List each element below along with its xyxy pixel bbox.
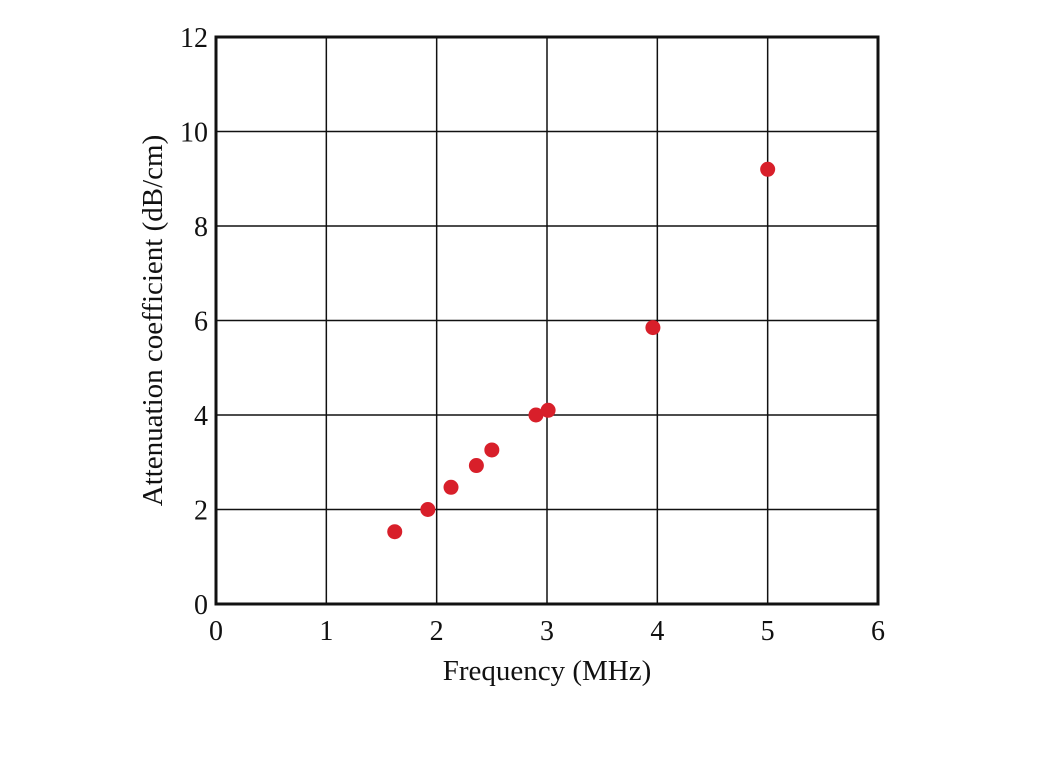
x-tick-label: 3 xyxy=(540,616,554,647)
grid-lines xyxy=(215,36,879,605)
data-point-7 xyxy=(645,320,661,336)
y-tick-labels: 0 2 4 6 8 10 12 xyxy=(180,23,208,621)
x-tick-label: 4 xyxy=(650,616,664,647)
y-tick-label: 10 xyxy=(180,118,208,149)
y-tick-label: 0 xyxy=(194,590,208,621)
y-tick-label: 12 xyxy=(180,23,208,54)
x-tick-label: 0 xyxy=(209,616,223,647)
data-point-0 xyxy=(387,524,403,540)
y-tick-label: 8 xyxy=(194,212,208,243)
x-tick-label: 6 xyxy=(871,616,885,647)
data-point-1 xyxy=(420,502,436,517)
data-point-8 xyxy=(760,161,776,177)
data-point-2 xyxy=(443,479,459,495)
x-axis-label: Frequency (MHz) xyxy=(443,655,652,687)
x-tick-labels: 0 1 2 3 4 5 6 xyxy=(209,616,885,647)
y-tick-label: 4 xyxy=(194,401,208,432)
x-tick-label: 2 xyxy=(430,616,444,647)
data-points xyxy=(387,161,776,540)
data-point-5 xyxy=(528,407,544,423)
data-point-4 xyxy=(484,442,500,458)
x-tick-label: 5 xyxy=(761,616,775,647)
y-tick-label: 6 xyxy=(194,307,208,338)
data-point-3 xyxy=(468,458,484,474)
x-tick-label: 1 xyxy=(319,616,333,647)
y-axis-label: Attenuation coefficient (dB/cm) xyxy=(137,135,169,507)
plot-frame xyxy=(214,35,880,606)
data-point-6 xyxy=(540,402,556,418)
y-tick-label: 2 xyxy=(194,496,208,527)
